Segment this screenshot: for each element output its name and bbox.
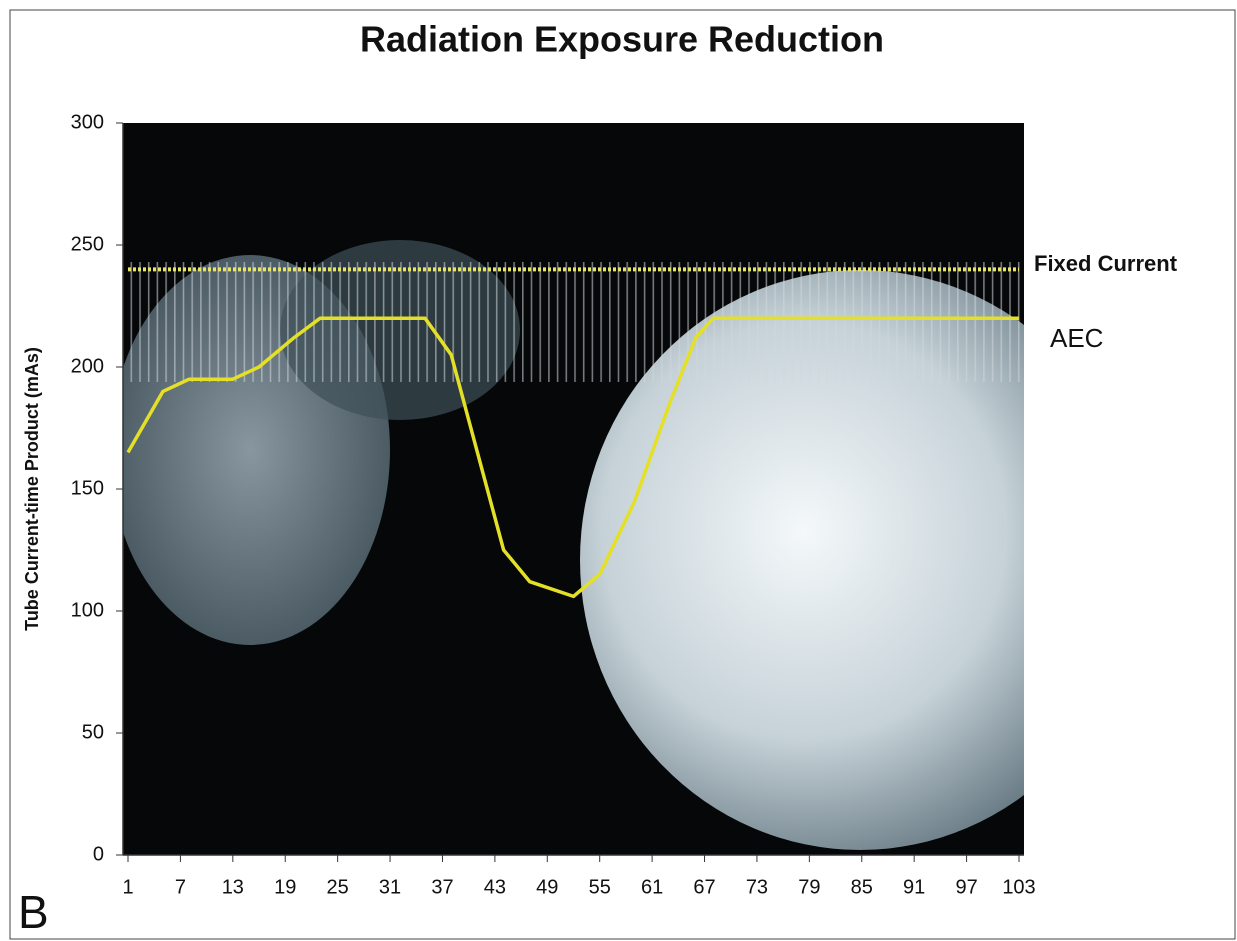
x-tick-label: 19 xyxy=(274,876,296,898)
x-tick-label: 73 xyxy=(746,876,768,898)
y-tick-label: 300 xyxy=(71,111,104,133)
x-tick-label: 85 xyxy=(851,876,873,898)
chart: Radiation Exposure Reduction Tube Curren… xyxy=(0,0,1237,941)
y-axis-label: Tube Current-time Product (mAs) xyxy=(22,347,42,631)
y-tick-label: 150 xyxy=(71,477,104,499)
y-tick-label: 0 xyxy=(93,843,104,865)
x-tick-label: 97 xyxy=(955,876,977,898)
xray-background xyxy=(110,123,1140,855)
x-tick-label: 7 xyxy=(175,876,186,898)
x-tick-label: 31 xyxy=(379,876,401,898)
y-tick-label: 50 xyxy=(82,721,104,743)
hatch xyxy=(123,262,1024,382)
x-tick-label: 1 xyxy=(122,876,133,898)
panel-label: B xyxy=(18,886,49,938)
chart-title: Radiation Exposure Reduction xyxy=(360,19,884,60)
page: {"chart_data": { "type": "line", "title"… xyxy=(0,0,1237,941)
x-tick-label: 25 xyxy=(327,876,349,898)
y-tick-label: 100 xyxy=(71,599,104,621)
x-tick-label: 37 xyxy=(431,876,453,898)
x-tick-label: 79 xyxy=(798,876,820,898)
x-tick-label: 49 xyxy=(536,876,558,898)
x-tick-label: 43 xyxy=(484,876,506,898)
x-tick-label: 13 xyxy=(222,876,244,898)
x-tick-label: 103 xyxy=(1002,876,1035,898)
x-tick-label: 91 xyxy=(903,876,925,898)
y-tick-label: 200 xyxy=(71,355,104,377)
series-label: AEC xyxy=(1050,323,1103,353)
y-tick-label: 250 xyxy=(71,233,104,255)
x-tick-label: 61 xyxy=(641,876,663,898)
x-tick-label: 67 xyxy=(693,876,715,898)
x-tick-label: 55 xyxy=(589,876,611,898)
series-label: Fixed Current xyxy=(1034,251,1178,276)
